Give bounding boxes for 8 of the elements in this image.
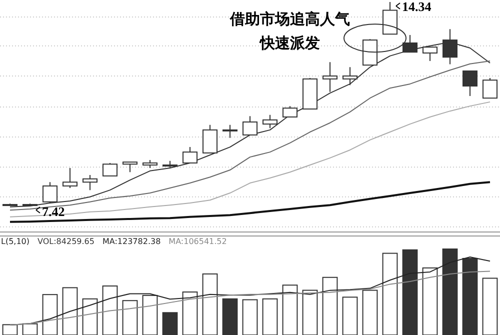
annotation: 7.42 [42,204,65,219]
text: MA:106541.52 [168,237,227,246]
chart-title: L(5,10) [1,237,30,246]
annotation: 14.34 [402,0,432,14]
annotation: 借助市场追高人气 [229,10,350,28]
text: MA:123782.38 [102,237,161,246]
text: VOL:84259.65 [38,237,94,246]
annotation: 快速派发 [259,35,320,52]
